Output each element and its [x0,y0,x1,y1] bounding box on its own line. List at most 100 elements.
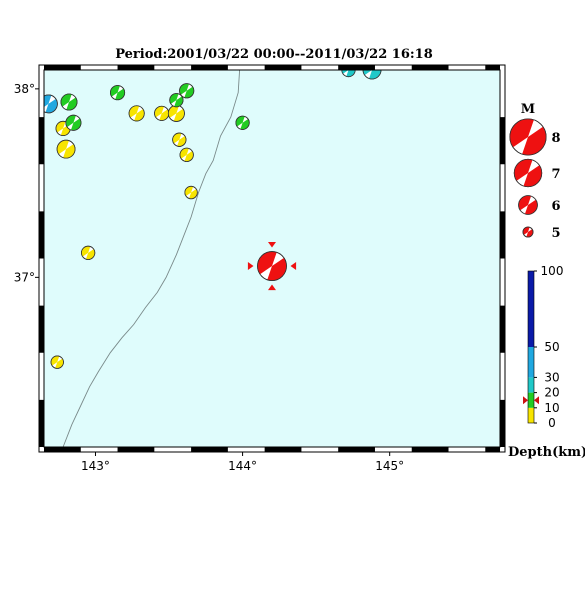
beachball-lobe [267,257,287,281]
beachball-rim [341,70,356,78]
lon-tick-label: 143° [81,459,110,473]
event-beachball [179,83,195,99]
event-beachball [169,93,184,108]
magnitude-legend-ball [513,158,543,188]
lon-tick-label: 144° [228,459,257,473]
frame-segment [264,65,302,70]
beachball-lobe [341,70,349,74]
frame-segment [117,65,155,70]
beachball-rim [235,115,250,130]
beachball-lobe [240,119,250,130]
beachball-lobe [526,229,534,238]
beachball-lobe [55,358,64,369]
event-beachball [179,147,194,162]
event-beachball [172,132,187,147]
beachball-rim [257,251,287,281]
frame-segment [44,447,81,452]
main-event-beachball [257,251,287,281]
frame-segment [39,117,44,165]
frame-segment [500,399,505,447]
event-beachball [235,115,250,130]
depth-band [528,407,534,423]
depth-tick-label: 10 [544,401,559,415]
main-event-arrow-right [290,262,297,271]
beachball-lobe [235,116,245,127]
beachball-lobe [179,83,189,95]
beachball-lobe [51,355,60,366]
depth-legend-title: Depth(km) [508,445,585,460]
beachball-rim [128,105,145,122]
frame-segment [39,211,44,259]
frame-segment [485,447,500,452]
event-beachball [184,185,198,200]
beachball-lobe [57,140,69,155]
lat-tick-label: 38° [14,82,35,96]
depth-marker-right [534,396,539,405]
beachball-rim [179,83,195,99]
depth-band [528,347,534,378]
magnitude-legend-ball [522,226,534,238]
beachball-lobe [63,144,76,159]
beachball-rim [179,147,194,162]
map-frame: 143° 144° 145° 38° 37° [14,64,506,473]
event-beachball [110,85,126,101]
frame-segment [500,117,505,165]
magnitude-legend-title: M [521,102,535,117]
frame-segment [39,399,44,447]
depth-marker-left [523,396,528,405]
event-beachball [362,70,382,80]
event-beachball [44,94,58,114]
beachball-rim [518,195,538,215]
beachball-lobe [129,105,140,118]
magnitude-legend-label: 6 [551,199,560,214]
depth-band [528,377,534,393]
beachball-rim [60,93,78,111]
beachball-lobe [172,133,182,144]
magnitude-legend: M 8 7 6 5 [509,102,561,241]
event-beachball [341,70,356,78]
magnitude-legend-label: 8 [551,131,560,146]
beachball-lobe [180,148,189,159]
beachball-rim [56,139,76,159]
beachball-lobe [65,115,76,128]
lat-tick-label: 37° [14,270,35,284]
frame-segment [338,65,375,70]
beachball-rim [522,226,534,238]
beachball-lobe [184,186,194,197]
frame-segment [500,305,505,353]
beachball-rim [362,70,382,80]
map-title: Period:2001/03/22 00:00--2011/03/22 16:1… [115,47,433,62]
focal-mechanism-events [44,70,382,369]
beachball-lobe [184,86,194,98]
beachball-lobe [44,94,52,107]
beachball-rim [81,245,96,260]
depth-tick-label: 0 [548,416,556,430]
beachball-lobe [159,109,169,121]
magnitude-legend-ball [509,118,547,156]
main-event-arrow-left [247,262,254,271]
beachball-rim [509,118,547,156]
beachball-lobe [257,251,277,275]
beachball-rim [172,132,187,147]
beachball-lobe [85,249,95,260]
depth-tick-label: 20 [544,386,559,400]
event-beachball [60,93,78,111]
magnitude-legend-label: 5 [551,226,560,241]
frame-segment [411,65,449,70]
beachball-lobe [522,226,530,235]
event-beachball [128,105,145,122]
beachball-lobe [66,97,78,111]
beachball-rim [184,185,198,200]
beachball-lobe [55,121,66,133]
beachball-rim [65,114,82,131]
beachball-lobe [522,126,547,156]
event-beachball [154,105,170,121]
event-beachball [167,104,185,122]
beachball-lobe [523,165,542,187]
map-border [38,64,506,453]
depth-band [528,271,534,347]
beachball-lobe [169,93,179,104]
axis-tick-labels: 143° 144° 145° 38° 37° [14,82,404,473]
beachball-lobe [110,85,120,97]
